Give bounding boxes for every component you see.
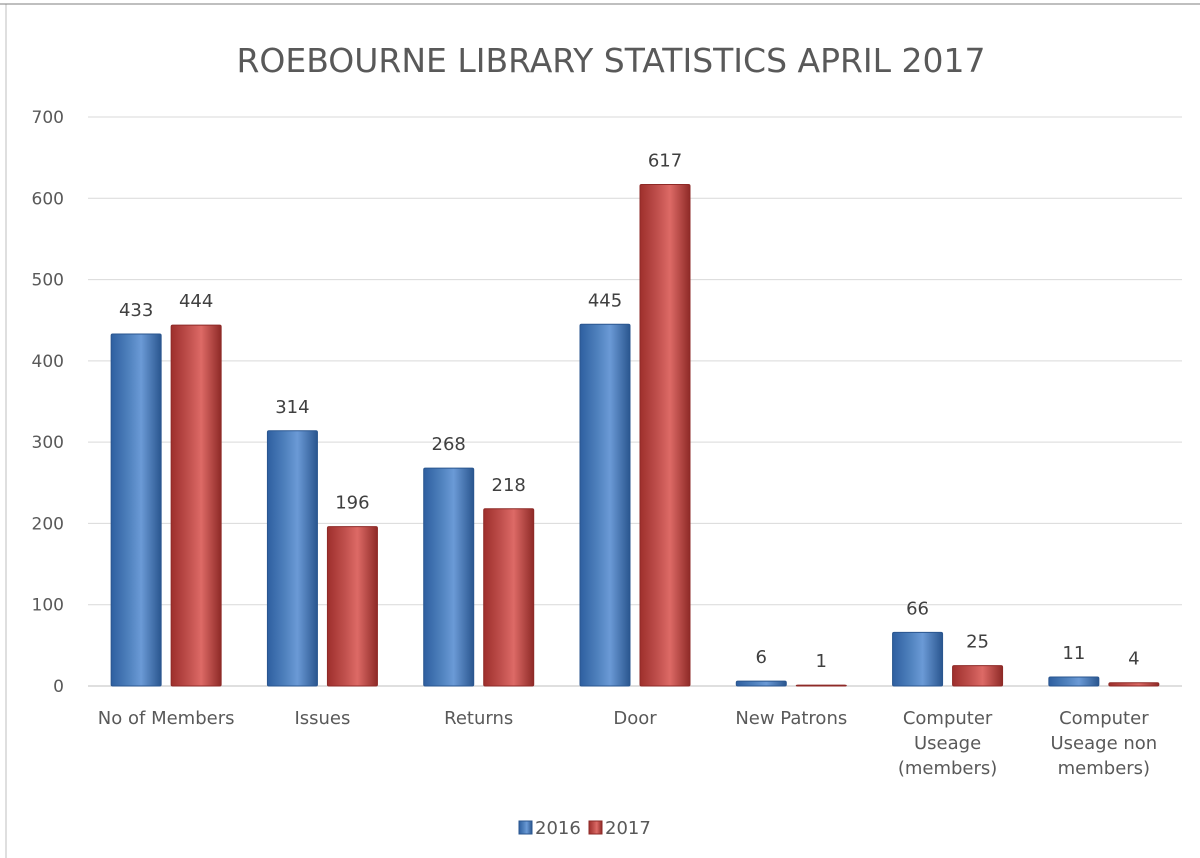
- bar-2016: [892, 631, 944, 687]
- x-tick-label: Computer Useage non members): [1050, 708, 1157, 779]
- data-label: 444: [179, 291, 213, 312]
- legend-label: 2016: [535, 818, 581, 839]
- data-label: 617: [648, 150, 682, 171]
- bars: [110, 183, 1160, 687]
- y-tick-label: 0: [53, 677, 64, 697]
- data-label: 1: [816, 651, 827, 672]
- bar-2016: [579, 323, 631, 687]
- y-tick-label: 500: [32, 271, 64, 291]
- bar-2017: [639, 183, 691, 687]
- bar-2017: [170, 324, 222, 687]
- data-label: 314: [275, 397, 309, 418]
- y-tick-label: 600: [32, 189, 64, 209]
- y-tick-label: 700: [32, 108, 64, 128]
- y-tick-label: 100: [32, 596, 64, 616]
- bar-2017: [952, 665, 1004, 687]
- legend-swatch: [588, 820, 603, 835]
- data-label: 445: [588, 290, 622, 311]
- bar-2016: [735, 680, 787, 687]
- data-label: 6: [756, 647, 767, 668]
- bar-2016: [423, 467, 475, 687]
- bar-2016: [266, 430, 318, 687]
- x-tick-label: No of Members: [98, 708, 235, 729]
- data-labels: 433 444 314 196 268 218 445 617 6 1 66 25 11 4: [119, 150, 1140, 672]
- legend-swatch: [518, 820, 533, 835]
- bar-2017: [483, 508, 535, 687]
- bar-2016: [110, 333, 162, 687]
- data-label: 4: [1128, 649, 1139, 670]
- x-tick-label: Returns: [444, 708, 513, 729]
- gridlines: [88, 116, 1182, 687]
- data-label: 11: [1062, 643, 1085, 664]
- bar-2017: [795, 684, 847, 687]
- x-axis: No of Members Issues Returns Door New Patron…: [98, 708, 1157, 779]
- data-label: 433: [119, 300, 153, 321]
- bar-2016: [1048, 676, 1100, 687]
- x-tick-label: Computer Useage (members): [898, 708, 997, 779]
- data-label: 196: [335, 493, 369, 514]
- bar-2017: [326, 526, 378, 687]
- x-tick-label: Issues: [294, 708, 350, 729]
- data-label: 268: [432, 434, 466, 455]
- data-label: 25: [966, 632, 989, 653]
- data-label: 218: [492, 475, 526, 496]
- y-axis: 0 100 200 300 400 500 600 700: [32, 108, 64, 697]
- y-tick-label: 200: [32, 514, 64, 534]
- x-tick-label: Door: [613, 708, 657, 729]
- x-tick-label: New Patrons: [735, 708, 847, 729]
- chart-title: ROEBOURNE LIBRARY STATISTICS APRIL 2017: [236, 41, 985, 80]
- y-tick-label: 300: [32, 433, 64, 453]
- legend: 2016 2017: [518, 818, 651, 839]
- data-label: 66: [906, 598, 929, 619]
- y-tick-label: 400: [32, 352, 64, 372]
- bar-2017: [1108, 682, 1160, 687]
- legend-label: 2017: [605, 818, 651, 839]
